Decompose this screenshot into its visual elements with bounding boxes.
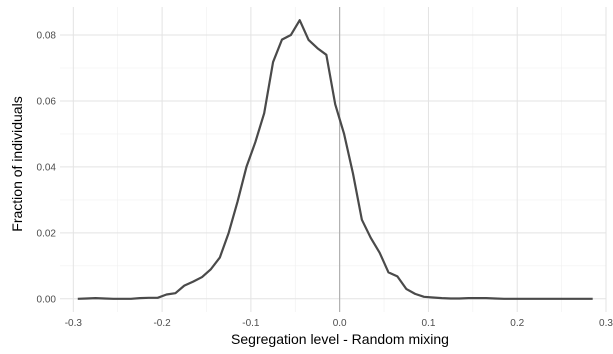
x-tick-label: -0.3 (65, 318, 83, 329)
x-tick-label: -0.1 (242, 318, 260, 329)
major-gridlines (60, 7, 607, 312)
series-layer (77, 19, 593, 300)
y-tick-label: 0.00 (37, 294, 57, 305)
y-axis-ticks: 0.00 0.02 0.04 0.06 0.08 (37, 31, 57, 306)
series-line (77, 19, 593, 300)
y-tick-label: 0.06 (37, 96, 57, 107)
y-tick-label: 0.04 (37, 162, 57, 173)
y-tick-label: 0.08 (37, 31, 57, 42)
x-tick-label: 0.2 (510, 318, 524, 329)
y-axis-title: Fraction of individuals (9, 96, 25, 231)
minor-gridlines (60, 7, 606, 312)
x-tick-label: -0.2 (153, 318, 171, 329)
y-tick-label: 0.02 (37, 228, 57, 239)
x-tick-label: 0.3 (599, 318, 613, 329)
x-axis-title: Segregation level - Random mixing (231, 331, 449, 347)
x-tick-label: 0.1 (421, 318, 435, 329)
x-axis-ticks: -0.3 -0.2 -0.1 0.0 0.1 0.2 0.3 (65, 318, 613, 329)
x-tick-label: 0.0 (333, 318, 347, 329)
